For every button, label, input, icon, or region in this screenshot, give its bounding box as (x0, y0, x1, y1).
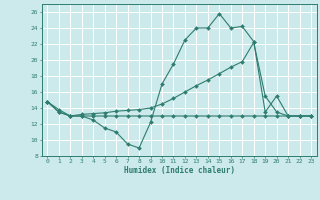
X-axis label: Humidex (Indice chaleur): Humidex (Indice chaleur) (124, 166, 235, 175)
